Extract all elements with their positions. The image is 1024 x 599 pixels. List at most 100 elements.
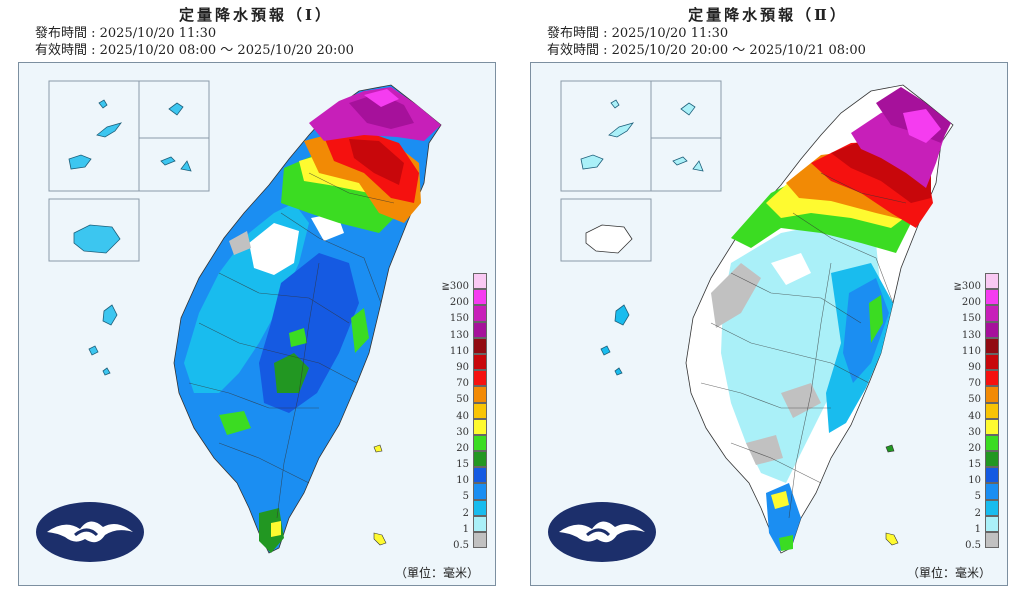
legend-item: 110 bbox=[943, 337, 999, 357]
issue-time: 發布時間 : 2025/10/20 11:30 bbox=[547, 26, 729, 41]
rainfall-map bbox=[48, 80, 442, 554]
legend-swatch bbox=[985, 434, 999, 452]
legend-label: 1 bbox=[974, 523, 981, 535]
legend-item: 200 bbox=[943, 289, 999, 308]
legend-item: 0.5 bbox=[431, 532, 487, 551]
legend-item: 5 bbox=[431, 483, 487, 502]
legend-scale: ≧300 200 150 130 110 90 70 50 40 30 20 15 10 5 2 1 0.5 bbox=[943, 273, 999, 551]
legend-swatch bbox=[985, 305, 999, 322]
legend-swatch bbox=[985, 499, 999, 516]
legend-swatch bbox=[985, 337, 999, 354]
valid-time: 有效時間 : 2025/10/20 08:00 ～ 2025/10/20 20:… bbox=[35, 43, 354, 58]
legend-label: 70 bbox=[968, 378, 981, 390]
legend-swatch bbox=[473, 434, 487, 452]
legend-item: 70 bbox=[431, 370, 487, 390]
legend-item: 15 bbox=[431, 451, 487, 470]
legend-swatch bbox=[473, 499, 487, 516]
legend-item: ≧300 bbox=[943, 273, 999, 292]
kinmen-island bbox=[585, 224, 633, 254]
penghu-islands bbox=[600, 304, 630, 376]
legend-label: 2 bbox=[974, 507, 981, 519]
legend-label: ≧300 bbox=[441, 281, 469, 292]
legend-label: 30 bbox=[456, 426, 469, 438]
legend-item: 150 bbox=[943, 305, 999, 325]
legend-label: 50 bbox=[456, 394, 469, 406]
legend-swatch bbox=[985, 386, 999, 403]
legend-label: 110 bbox=[449, 345, 469, 357]
unit-label: （單位：毫米） bbox=[906, 566, 991, 580]
legend-label: 0.5 bbox=[965, 540, 981, 551]
legend-item: 90 bbox=[943, 353, 999, 373]
legend-label: 20 bbox=[456, 442, 469, 454]
legend-item: 1 bbox=[943, 515, 999, 535]
legend-swatch bbox=[985, 321, 999, 338]
legend-swatch bbox=[985, 467, 999, 484]
legend-swatch bbox=[473, 532, 487, 549]
legend-swatch bbox=[473, 353, 487, 371]
legend-label: 5 bbox=[974, 491, 981, 503]
legend-swatch bbox=[473, 321, 487, 338]
legend-label: 200 bbox=[449, 297, 469, 309]
legend-label: 90 bbox=[456, 361, 469, 373]
legend-label: 10 bbox=[456, 475, 469, 487]
legend-label: 150 bbox=[961, 313, 981, 325]
legend-item: 110 bbox=[431, 337, 487, 357]
legend-swatch bbox=[473, 273, 487, 290]
inset-islands bbox=[580, 99, 704, 172]
legend-item: 40 bbox=[943, 402, 999, 422]
legend-label: 40 bbox=[456, 410, 469, 422]
legend-scale: ≧300 200 150 130 110 90 70 50 40 30 20 15 10 5 2 1 0.5 bbox=[431, 273, 487, 551]
legend-label: 15 bbox=[968, 459, 981, 471]
offshore-islands bbox=[373, 444, 387, 546]
legend-label: 70 bbox=[456, 378, 469, 390]
legend-label: 40 bbox=[968, 410, 981, 422]
legend-item: 30 bbox=[431, 418, 487, 438]
cwa-cloud-logo-icon bbox=[35, 501, 145, 567]
legend-label: 20 bbox=[968, 442, 981, 454]
legend-item: 50 bbox=[943, 386, 999, 406]
legend-swatch bbox=[985, 532, 999, 549]
island-insets bbox=[48, 80, 210, 262]
legend-swatch bbox=[473, 483, 487, 500]
legend-label: 110 bbox=[961, 345, 981, 357]
legend-item: 5 bbox=[943, 483, 999, 503]
legend-swatch bbox=[473, 451, 487, 468]
legend-swatch bbox=[985, 483, 999, 500]
legend-item: ≧300 bbox=[431, 273, 487, 292]
legend-item: 20 bbox=[431, 434, 487, 454]
county-boundaries bbox=[188, 172, 395, 519]
legend-swatch bbox=[985, 515, 999, 532]
legend-swatch bbox=[473, 386, 487, 403]
cwa-cloud-logo-icon bbox=[547, 501, 657, 567]
legend-label: 2 bbox=[462, 507, 469, 519]
legend-item: 15 bbox=[943, 451, 999, 471]
penghu-islands bbox=[88, 304, 118, 376]
legend-item: 50 bbox=[431, 386, 487, 406]
legend-label: 10 bbox=[968, 475, 981, 487]
legend-item: 70 bbox=[943, 370, 999, 390]
legend-label: 130 bbox=[449, 329, 469, 341]
legend-item: 20 bbox=[943, 434, 999, 454]
legend-item: 1 bbox=[431, 515, 487, 535]
forecast-panel-2: 定量降水預報（Ⅱ） 發布時間 : 2025/10/20 11:30 有效時間 :… bbox=[512, 0, 1024, 599]
forecast-panel-1: 定量降水預報（Ⅰ） 發布時間 : 2025/10/20 11:30 有效時間 :… bbox=[18, 6, 496, 586]
legend-swatch bbox=[985, 273, 999, 290]
legend-label: 90 bbox=[968, 361, 981, 373]
legend-item: 130 bbox=[943, 321, 999, 341]
panel-title: 定量降水預報（Ⅰ） bbox=[178, 6, 334, 24]
legend-label: ≧300 bbox=[953, 281, 981, 292]
legend-swatch bbox=[985, 353, 999, 371]
legend-swatch bbox=[473, 337, 487, 354]
legend-item: 2 bbox=[943, 499, 999, 519]
legend-swatch bbox=[985, 451, 999, 468]
legend-swatch bbox=[473, 402, 487, 419]
legend-item: 0.5 bbox=[943, 532, 999, 551]
legend-label: 130 bbox=[961, 329, 981, 341]
panel-title: 定量降水預報（Ⅱ） bbox=[688, 6, 848, 24]
unit-label: （單位：毫米） bbox=[394, 566, 479, 580]
county-boundaries bbox=[700, 172, 907, 519]
inset-islands bbox=[68, 99, 192, 254]
legend-swatch bbox=[985, 418, 999, 435]
legend-swatch bbox=[473, 515, 487, 532]
legend-label: 50 bbox=[968, 394, 981, 406]
